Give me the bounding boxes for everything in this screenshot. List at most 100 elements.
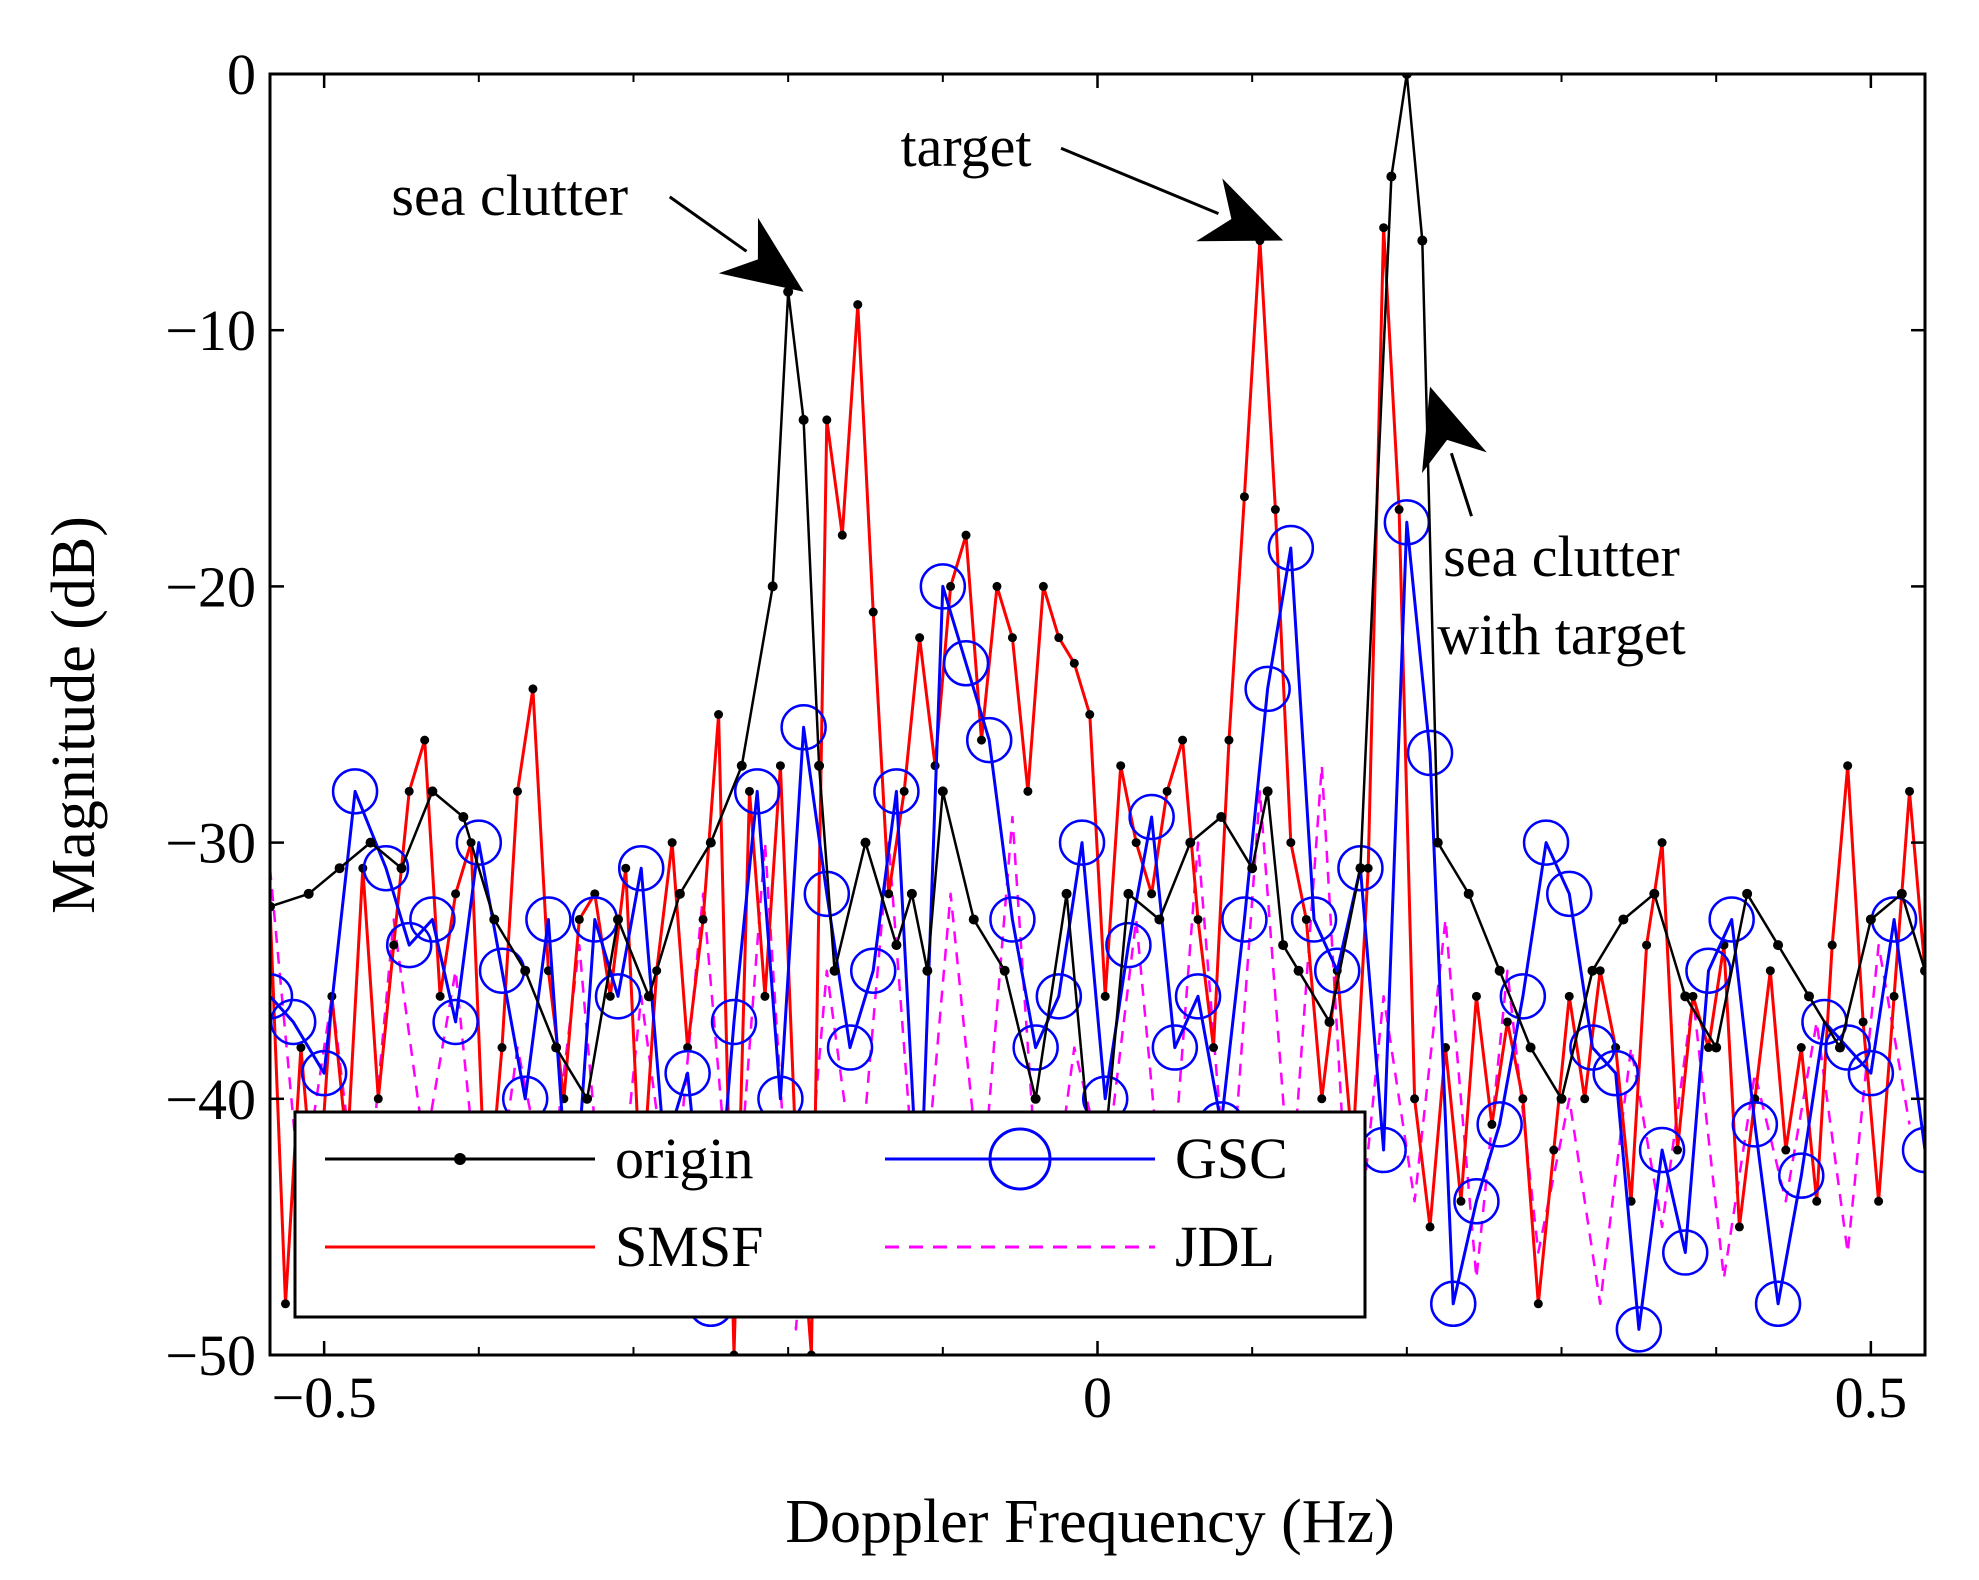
origin-point [1247, 863, 1258, 874]
smsf-point [760, 991, 770, 1001]
annotation-arrow [1060, 146, 1284, 242]
smsf-point [1456, 1196, 1466, 1206]
smsf-point [667, 838, 677, 848]
smsf-point [868, 607, 878, 617]
gsc-marker [1267, 524, 1315, 572]
gsc-marker [1901, 1126, 1925, 1174]
smsf-point [1564, 991, 1574, 1001]
origin-point [1154, 914, 1165, 925]
smsf-point [605, 991, 615, 1001]
origin-point [1324, 1016, 1335, 1027]
smsf-point [1410, 1094, 1420, 1104]
x-tick-label: 0 [1083, 1365, 1112, 1430]
smsf-point [837, 530, 847, 540]
smsf-point [1781, 1145, 1791, 1155]
origin-point [674, 888, 685, 899]
origin-point [1773, 940, 1784, 951]
smsf-point [590, 889, 600, 899]
smsf-point [373, 1094, 383, 1104]
gsc-marker [1105, 921, 1152, 969]
annotation-text: sea clutter [1443, 524, 1680, 589]
origin-point [1293, 965, 1304, 976]
smsf-point [1673, 1145, 1683, 1155]
origin-point [1123, 888, 1134, 899]
legend-marker [454, 1153, 466, 1165]
origin-point [1355, 863, 1366, 874]
smsf-point [296, 1043, 306, 1053]
gsc-marker [1128, 793, 1175, 841]
smsf-point [822, 415, 832, 425]
gsc-marker [1847, 1049, 1895, 1097]
legend-label: JDL [1175, 1214, 1275, 1279]
gsc-marker [1778, 1152, 1825, 1199]
smsf-point [1734, 1222, 1744, 1232]
smsf-point [1502, 1017, 1512, 1027]
annotation-text: target [901, 114, 1032, 179]
smsf-point [1209, 1043, 1219, 1053]
smsf-point [1239, 492, 1249, 502]
gsc-marker [617, 844, 665, 892]
legend-item-jdl: JDL [885, 1214, 1275, 1279]
annotation-arrow-shaft [668, 195, 748, 253]
gsc-marker [1244, 665, 1291, 713]
smsf-point [1858, 1017, 1868, 1027]
origin-point [551, 1042, 562, 1053]
legend-label: GSC [1175, 1126, 1288, 1191]
origin-point [1525, 1042, 1536, 1053]
origin-point [937, 786, 948, 797]
origin-point [798, 414, 809, 425]
gsc-marker [919, 563, 967, 610]
smsf-point [1889, 991, 1899, 1001]
smsf-point [389, 940, 399, 950]
origin-point [1587, 965, 1598, 976]
gsc-marker [1499, 973, 1547, 1020]
origin-point [860, 837, 871, 848]
gsc-marker [1546, 870, 1593, 918]
smsf-point [1023, 786, 1033, 796]
gsc-marker [733, 768, 781, 815]
origin-point [1649, 888, 1660, 899]
smsf-point [1147, 889, 1157, 899]
origin-point [1618, 914, 1629, 925]
smsf-point [1812, 1196, 1822, 1206]
origin-point [922, 965, 933, 976]
gsc-marker [1638, 1126, 1686, 1174]
smsf-point [744, 786, 754, 796]
smsf-point [1533, 1299, 1543, 1309]
origin-point [1061, 888, 1072, 899]
smsf-point [435, 991, 445, 1001]
gsc-marker [1035, 973, 1083, 1020]
gsc-marker [300, 1049, 348, 1097]
smsf-point [1038, 581, 1048, 591]
x-axis-label: Doppler Frequency (Hz) [785, 1488, 1394, 1556]
gsc-marker [331, 768, 379, 815]
origin-point [489, 914, 500, 925]
smsf-point [1765, 966, 1775, 976]
annotation-arrow-head [1422, 386, 1487, 474]
smsf-point [1843, 761, 1853, 771]
smsf-point [528, 684, 538, 694]
x-tick-label: 0.5 [1835, 1365, 1908, 1430]
smsf-point [1363, 863, 1373, 873]
smsf-point [1642, 940, 1652, 950]
origin-point [1432, 837, 1443, 848]
smsf-point [899, 786, 909, 796]
smsf-point [976, 735, 986, 745]
smsf-point [1069, 658, 1079, 668]
smsf-point [574, 914, 584, 924]
legend-marker [988, 1127, 1052, 1191]
gsc-marker [989, 896, 1036, 943]
smsf-point [961, 530, 971, 540]
origin-point [458, 811, 469, 822]
smsf-point [1874, 1196, 1884, 1206]
smsf-point [451, 889, 461, 899]
gsc-marker [664, 1049, 711, 1097]
axes: 0 −10 −20 −30 −40 −50−0.5 0 0.5 [165, 42, 1927, 1430]
gsc-marker [1662, 1229, 1709, 1276]
gsc-marker [710, 998, 758, 1046]
origin-point [1556, 1093, 1567, 1104]
smsf-point [1657, 838, 1667, 848]
origin-point [1030, 1093, 1041, 1104]
gsc-marker [1592, 1049, 1639, 1097]
smsf-point [1425, 1222, 1435, 1232]
